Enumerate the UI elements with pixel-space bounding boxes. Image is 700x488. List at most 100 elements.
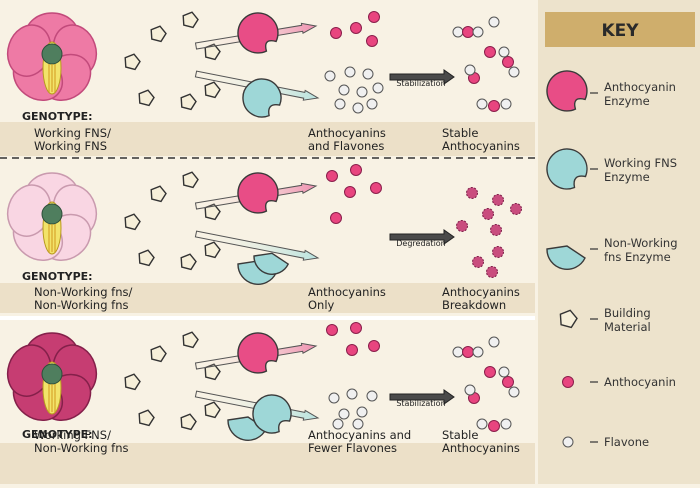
flavone-icon [476, 98, 488, 110]
process-arrow-label: Degredation [396, 239, 446, 248]
result-label-line-2: Anthocyanins [442, 139, 520, 153]
anthocyanin-icon [344, 186, 356, 198]
building-material-icon [150, 345, 167, 363]
flower-illustration [6, 12, 98, 102]
process-arrow-label: Stabilization [396, 399, 445, 408]
band-2 [0, 283, 535, 313]
result-label-line-1: Stable [442, 126, 478, 140]
building-material-icon [182, 11, 199, 29]
building-material-icon [204, 241, 221, 259]
building-material-icon [138, 409, 155, 427]
flavone-icon [366, 98, 378, 110]
building-material-icon [150, 25, 167, 43]
middle-label-line-2: Only [308, 298, 335, 312]
anthocyanin-icon [488, 420, 500, 432]
flower-illustration [6, 172, 98, 262]
anthocyanin-enzyme-icon [546, 70, 588, 112]
degraded-anthocyanin-icon [486, 266, 498, 278]
flavone-icon [328, 392, 340, 404]
genotype-line-2: Working FNS [34, 139, 107, 153]
process-arrow-label: Stabilization [396, 79, 445, 88]
process-arrow [389, 229, 455, 245]
working-fns-enzyme-icon [252, 394, 292, 434]
anthocyanin-enzyme-icon [237, 12, 279, 54]
panel-3: Stabilization GENOTYPE:Working FNS/Non-Wo… [6, 322, 520, 455]
key-item: Anthocyanin [562, 375, 676, 389]
flavone-icon [372, 82, 384, 94]
result-label-line-1: Stable [442, 428, 478, 442]
genotype-label: GENOTYPE: [22, 110, 93, 123]
flavone-icon [356, 86, 368, 98]
flavone-icon [334, 98, 346, 110]
degraded-anthocyanin-icon [510, 203, 522, 215]
process-arrow [389, 69, 455, 85]
middle-label-line-1: Anthocyanins and [308, 428, 411, 442]
building-material-icon [150, 185, 167, 203]
degraded-anthocyanin-icon [482, 208, 494, 220]
anthocyanin-icon [502, 56, 514, 68]
flavone-icon [366, 390, 378, 402]
degraded-anthocyanin-icon [492, 194, 504, 206]
degraded-anthocyanin-icon [466, 187, 478, 199]
anthocyanin-icon [330, 212, 342, 224]
anthocyanin-icon [370, 182, 382, 194]
key-label-line-1: Flavone [604, 435, 649, 449]
anthocyanin-enzyme-icon [237, 172, 279, 214]
key-item: Flavone [562, 435, 649, 449]
flavone-icon [500, 418, 512, 430]
anthocyanin-icon [562, 376, 574, 388]
panel-2: Degredation GENOTYPE: Non-Working fns/Non-… [6, 164, 522, 312]
building-material-icon [180, 253, 197, 271]
flavone-icon [352, 102, 364, 114]
key-label-line-1: Anthocyanin [604, 80, 676, 94]
degraded-anthocyanin-icon [456, 220, 468, 232]
flavone-icon [488, 16, 500, 28]
building-material-icon [180, 93, 197, 111]
flavone-icon [332, 418, 344, 430]
key-title-box [545, 12, 695, 47]
result-label-line-2: Anthocyanins [442, 441, 520, 455]
genotype-label: GENOTYPE: [22, 270, 93, 283]
flavone-icon [344, 66, 356, 78]
anthocyanin-icon [368, 340, 380, 352]
flavone-icon [562, 436, 574, 448]
anthocyanin-icon [330, 27, 342, 39]
process-arrow [389, 389, 455, 405]
flower-center [41, 203, 63, 225]
flavone-icon [452, 346, 464, 358]
building-material-icon [559, 309, 578, 329]
anthocyanin-icon [502, 376, 514, 388]
middle-label-line-1: Anthocyanins [308, 285, 386, 299]
result-label-line-2: Breakdown [442, 298, 506, 312]
building-material-icon [182, 171, 199, 189]
key-label-line-2: Enzyme [604, 170, 650, 184]
building-material-icon [124, 373, 141, 391]
result-label-line-1: Anthocyanins [442, 285, 520, 299]
process-arrow-shape [389, 229, 455, 245]
degraded-anthocyanin-icon [490, 224, 502, 236]
flower-illustration [6, 332, 98, 422]
process-arrow-shape [389, 69, 455, 85]
building-material-icon [204, 81, 221, 99]
flavone-icon [508, 386, 520, 398]
genotype-label: GENOTYPE: [22, 428, 93, 441]
flavone-icon [362, 68, 374, 80]
flavone-icon [488, 336, 500, 348]
anthocyanin-icon [484, 366, 496, 378]
building-material-icon [138, 249, 155, 267]
building-material-icon [124, 53, 141, 71]
building-material-icon [138, 89, 155, 107]
anthocyanin-icon [350, 22, 362, 34]
flavone-icon [338, 408, 350, 420]
anthocyanin-icon [462, 346, 474, 358]
key-label-line-1: Working FNS [604, 156, 677, 170]
flavone-icon [356, 406, 368, 418]
panel-1: Stabilization GENOTYPE: Working FNS/Workin… [6, 11, 520, 153]
key-label-line-2: Enzyme [604, 94, 650, 108]
anthocyanin-icon [368, 11, 380, 23]
